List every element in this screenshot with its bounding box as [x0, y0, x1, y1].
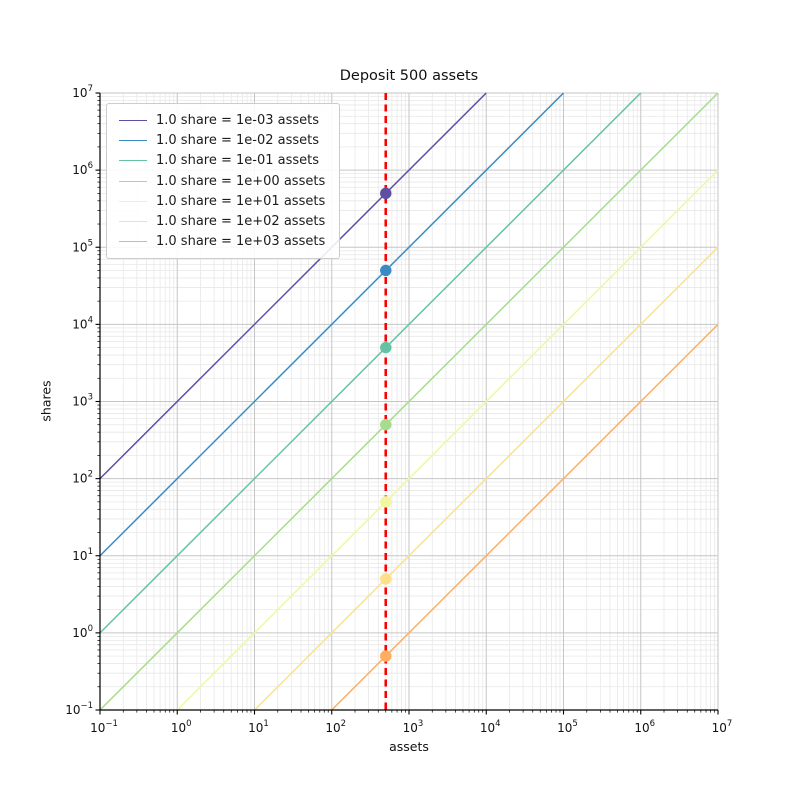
x-tick-label: 107: [712, 719, 733, 735]
x-axis-label: assets: [389, 739, 429, 754]
legend-line-swatch: [119, 139, 147, 141]
legend-item-0: 1.0 share = 1e-03 assets: [116, 110, 325, 130]
legend-label: 1.0 share = 1e+02 assets: [156, 214, 326, 230]
x-tick-label: 105: [557, 719, 578, 735]
y-tick-label: 101: [72, 547, 93, 563]
y-tick-label: 103: [72, 393, 93, 409]
data-point-5: [380, 573, 392, 585]
x-tick-label: 10−1: [90, 719, 118, 735]
y-tick-label: 104: [72, 315, 93, 331]
data-point-4: [380, 496, 392, 508]
legend-line-swatch: [119, 241, 147, 243]
legend-line-swatch: [119, 180, 147, 182]
series-line-3: [99, 92, 719, 711]
legend-line-swatch: [119, 221, 147, 223]
legend-item-2: 1.0 share = 1e-01 assets: [116, 151, 325, 171]
legend-label: 1.0 share = 1e+01 assets: [156, 193, 326, 209]
legend-item-4: 1.0 share = 1e+01 assets: [116, 191, 325, 211]
series-line-4: [176, 169, 719, 711]
axis-ticks: [95, 92, 719, 715]
x-tick-label: 100: [171, 719, 192, 735]
y-tick-label: 105: [72, 238, 93, 254]
legend-item-3: 1.0 share = 1e+00 assets: [116, 171, 325, 191]
data-points: [380, 187, 392, 662]
series-line-0: [99, 92, 487, 480]
x-tick-label: 106: [634, 719, 655, 735]
y-tick-label: 102: [72, 470, 93, 486]
legend-label: 1.0 share = 1e+03 assets: [156, 234, 326, 250]
data-point-3: [380, 419, 392, 431]
y-tick-label: 100: [72, 624, 93, 640]
data-point-6: [380, 650, 392, 662]
legend: 1.0 share = 1e-03 assets 1.0 share = 1e-0…: [106, 103, 341, 260]
legend-label: 1.0 share = 1e+00 assets: [156, 173, 326, 189]
data-point-0: [380, 187, 392, 200]
legend-line-swatch: [119, 160, 147, 162]
series-line-6: [331, 323, 719, 711]
series-line-2: [99, 92, 642, 634]
x-tick-label: 104: [480, 719, 501, 735]
x-tick-label: 101: [248, 719, 269, 735]
legend-line-swatch: [119, 200, 147, 202]
chart-title: Deposit 500 assets: [339, 68, 479, 84]
series-line-1: [99, 92, 565, 557]
x-tick-label: 103: [403, 719, 424, 735]
y-tick-label: 107: [72, 84, 93, 100]
legend-label: 1.0 share = 1e-01 assets: [156, 153, 320, 169]
legend-item-5: 1.0 share = 1e+02 assets: [116, 211, 325, 231]
y-axis-label: shares: [38, 380, 54, 422]
series-lines: [99, 92, 719, 711]
legend-item-1: 1.0 share = 1e-02 assets: [116, 130, 325, 150]
y-tick-label: 106: [72, 161, 93, 177]
legend-item-6: 1.0 share = 1e+03 assets: [116, 232, 325, 252]
legend-label: 1.0 share = 1e-03 assets: [156, 112, 320, 128]
x-tick-label: 102: [325, 719, 346, 735]
x-tick-labels: 10−1 100 101 102 103 104 105 106 107: [90, 719, 732, 735]
legend-label: 1.0 share = 1e-02 assets: [156, 132, 320, 148]
data-point-2: [380, 341, 392, 354]
data-point-1: [380, 264, 392, 277]
legend-line-swatch: [119, 119, 147, 121]
y-tick-labels: 10−1 100 101 102 103 104 105 106 107: [65, 84, 93, 717]
y-tick-label: 10−1: [65, 701, 93, 717]
series-line-5: [253, 246, 719, 711]
